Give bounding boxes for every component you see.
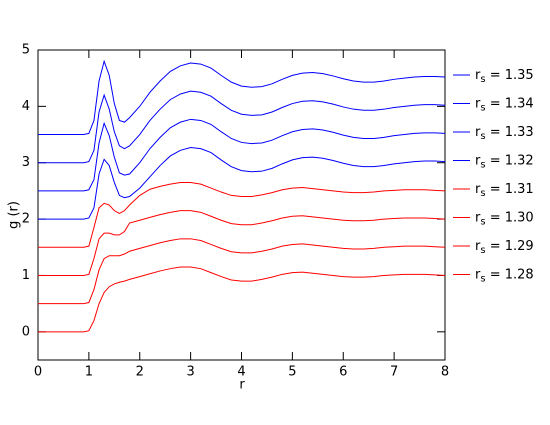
legend-label: rs = 1.34 [475, 96, 534, 114]
legend-label: rs = 1.35 [475, 68, 534, 86]
series-line [38, 210, 446, 276]
y-tick-label: 2 [22, 212, 30, 227]
x-tick-label: 8 [441, 365, 449, 380]
plot-frame [37, 49, 446, 361]
y-tick-label: 0 [22, 324, 30, 339]
x-tick-label: 5 [288, 365, 296, 380]
x-tick-label: 6 [339, 365, 347, 380]
x-tick-label: 7 [390, 365, 398, 380]
y-tick-label: 3 [22, 155, 30, 170]
legend-label: rs = 1.32 [475, 153, 534, 171]
y-tick-label: 4 [22, 99, 30, 114]
series-line [38, 238, 446, 305]
x-axis-label: r [239, 378, 245, 393]
y-tick-label: 5 [22, 43, 30, 58]
x-tick-label: 0 [34, 365, 42, 380]
series-line [38, 181, 446, 248]
legend-label: rs = 1.29 [475, 239, 534, 257]
legend-label: rs = 1.33 [475, 125, 534, 143]
legend-label: rs = 1.30 [475, 210, 534, 228]
series-line [38, 147, 446, 220]
x-tick-label: 2 [136, 365, 144, 380]
y-tick-label: 1 [22, 268, 30, 283]
series-line [38, 266, 446, 333]
legend-label: rs = 1.28 [475, 267, 534, 285]
series-line [38, 90, 446, 164]
series-line [38, 118, 446, 192]
y-axis-label: g (r) [7, 201, 22, 229]
x-tick-label: 1 [85, 365, 93, 380]
x-tick-label: 4 [237, 365, 245, 380]
legend-label: rs = 1.31 [475, 182, 534, 200]
x-tick-label: 3 [186, 365, 194, 380]
series-line [38, 59, 446, 136]
